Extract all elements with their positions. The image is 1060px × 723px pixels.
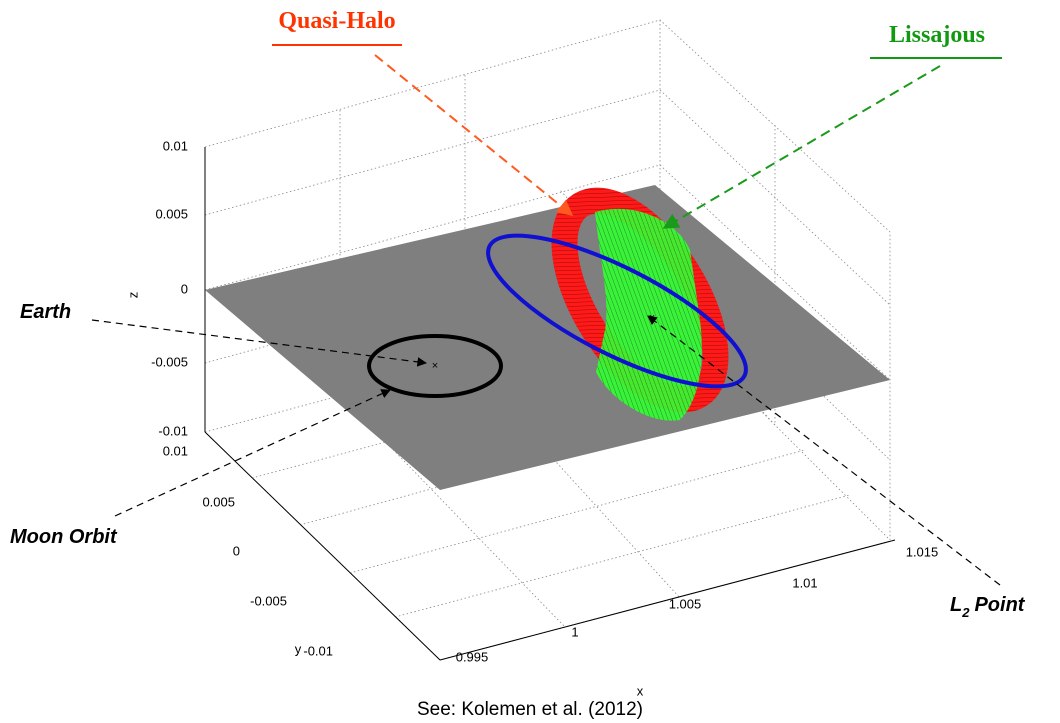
l2-sub: 2 (961, 605, 970, 620)
y-tick-label: -0.01 (303, 643, 333, 658)
earth-marker: × (432, 360, 438, 372)
l2-marker: × (649, 312, 655, 324)
y-tick-label: -0.005 (250, 593, 287, 608)
l2-main: L (950, 594, 962, 616)
x-tick-label: 0.995 (456, 649, 489, 664)
l2-rest: Point (974, 594, 1025, 616)
ecliptic-plane (205, 185, 890, 490)
z-tick-label: 0 (181, 281, 188, 296)
y-tick-label: 0.005 (202, 494, 235, 509)
earth-label: Earth (20, 301, 71, 323)
l2-point-label: L2 Point (950, 594, 1026, 620)
caption: See: Kolemen et al. (2012) (417, 699, 643, 720)
z-tick-label: -0.01 (158, 423, 188, 438)
x-tick-label: 1.01 (792, 575, 817, 590)
lissajous-label: Lissajous (889, 22, 985, 48)
x-axis-label: x (637, 683, 644, 698)
pointer (375, 55, 572, 215)
x-tick-label: 1.005 (669, 596, 702, 611)
moon-orbit-label: Moon Orbit (10, 526, 118, 548)
quasi-halo-label: Quasi-Halo (278, 8, 395, 34)
pointer (664, 66, 940, 228)
z-tick-label: 0.005 (155, 206, 188, 221)
y-tick-label: 0.01 (163, 443, 188, 458)
y-tick-label: 0 (233, 543, 240, 558)
x-tick-label: 1 (571, 624, 578, 639)
figure: × × Quasi-Halo Lissajous Earth Moon Orbi… (0, 0, 1060, 723)
x-tick-label: 1.015 (906, 544, 939, 559)
pointer (115, 390, 390, 516)
z-axis-label: z (125, 292, 140, 299)
z-tick-label: -0.005 (151, 354, 188, 369)
z-tick-label: 0.01 (163, 138, 188, 153)
y-axis-label: y (295, 641, 302, 656)
